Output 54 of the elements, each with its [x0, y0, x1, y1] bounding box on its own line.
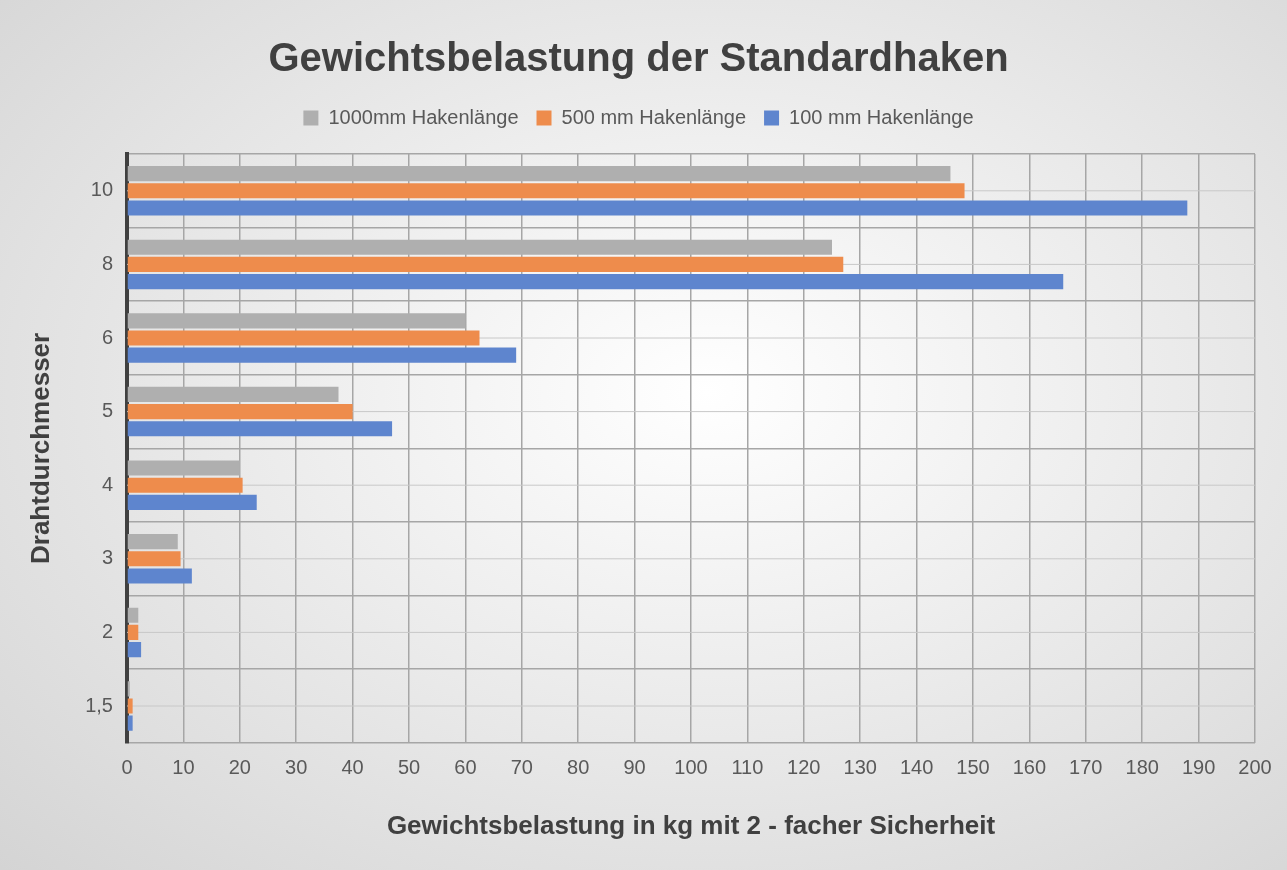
y-tick-label: 8	[101, 251, 113, 274]
bar	[127, 421, 393, 437]
x-tick-label: 10	[172, 756, 195, 779]
x-tick-label: 140	[899, 756, 934, 779]
legend-label: 1000mm Hakenlänge	[328, 105, 519, 128]
bar	[127, 607, 139, 623]
legend-label: 100 mm Hakenlänge	[789, 105, 974, 128]
y-tick-label: 4	[101, 472, 113, 495]
x-tick-label: 80	[567, 756, 590, 779]
x-tick-label: 160	[1012, 756, 1047, 779]
x-tick-label: 110	[731, 756, 764, 779]
bar	[127, 568, 192, 584]
y-tick-label: 10	[90, 178, 113, 201]
x-tick-label: 70	[510, 756, 533, 779]
bar	[127, 183, 965, 199]
x-tick-label: 0	[121, 756, 133, 779]
bar	[127, 404, 353, 420]
bar	[127, 494, 257, 510]
bar	[127, 698, 133, 714]
bar	[127, 642, 142, 658]
x-tick-label: 190	[1181, 756, 1216, 779]
y-tick-label: 3	[101, 546, 113, 569]
x-tick-label: 30	[285, 756, 308, 779]
bar	[127, 347, 517, 363]
bar	[127, 624, 139, 640]
bar	[127, 681, 130, 697]
y-tick-label: 1,5	[85, 693, 113, 716]
bar	[127, 477, 243, 493]
y-tick-label: 2	[101, 619, 113, 642]
x-tick-label: 60	[454, 756, 477, 779]
x-tick-label: 20	[228, 756, 251, 779]
x-tick-label: 150	[956, 756, 990, 779]
x-tick-label: 130	[843, 756, 877, 779]
x-tick-label: 180	[1125, 756, 1159, 779]
bar	[127, 200, 1188, 216]
bar	[127, 534, 178, 550]
bar	[127, 330, 480, 346]
y-tick-label: 6	[101, 325, 113, 348]
x-tick-label: 50	[397, 756, 421, 779]
x-tick-label: 200	[1238, 756, 1272, 779]
chart-title: Gewichtsbelastung der Standardhaken	[268, 35, 1009, 80]
legend-label: 500 mm Hakenlänge	[561, 105, 747, 128]
x-tick-label: 90	[623, 756, 646, 779]
y-tick-label: 5	[101, 399, 113, 422]
bar	[127, 274, 1064, 290]
x-axis-title: Gewichtsbelastung in kg mit 2 - facher Sicherheit	[386, 809, 996, 840]
x-tick-label: 120	[787, 756, 821, 779]
bar	[127, 715, 133, 731]
y-axis-title: Drahtdurchmesser	[24, 332, 55, 564]
bar	[127, 551, 181, 567]
bar	[127, 256, 844, 272]
x-tick-label: 170	[1069, 756, 1103, 779]
x-tick-label: 40	[341, 756, 364, 779]
x-tick-label: 100	[674, 756, 708, 779]
